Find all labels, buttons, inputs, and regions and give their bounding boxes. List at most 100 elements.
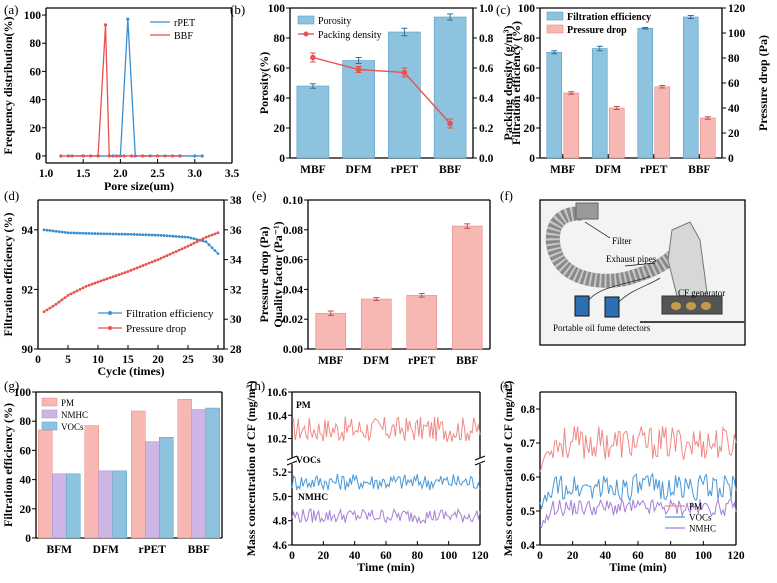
category-label: BBF — [439, 164, 461, 176]
y-tick-label: 0.4 — [479, 93, 494, 105]
pressure-drop-point — [108, 276, 112, 280]
NMHC-bar — [191, 409, 206, 539]
x-tick-label: 40 — [349, 550, 361, 562]
y-tick-label: 0.0 — [479, 153, 494, 165]
pressure-drop-point — [120, 272, 124, 276]
PM-bar — [84, 425, 99, 539]
filtration-efficiency-point — [204, 240, 208, 244]
y-tick-label: 0.8 — [479, 33, 494, 45]
y-tick-label: 60 — [20, 445, 32, 457]
legend-label-porosity: Porosity — [318, 16, 351, 27]
legend-marker-pd — [108, 326, 112, 330]
legend-label-rPET: rPET — [174, 18, 195, 29]
x-tick-label: 20 — [318, 550, 330, 562]
legend-marker-fe — [108, 311, 112, 315]
filtration-efficiency-point — [51, 229, 55, 233]
pressure-drop-point — [45, 308, 49, 312]
y-tick-label: 92 — [22, 284, 34, 296]
filtration-efficiency-point — [42, 228, 46, 232]
filtration-efficiency-bar — [546, 51, 563, 159]
pressure-drop-point — [69, 292, 73, 296]
pressure-drop-point — [168, 252, 172, 256]
pressure-drop-point — [171, 251, 175, 255]
series-BBF-point — [59, 154, 63, 158]
filtration-efficiency-point — [72, 231, 76, 235]
pressure-drop-point — [156, 258, 160, 261]
pressure-drop-point — [123, 271, 127, 274]
filtration-efficiency-point — [195, 238, 199, 241]
y-tick-label: 0 — [279, 153, 285, 165]
y2-axis-title: Packing density (g/m³) — [501, 26, 515, 141]
legend-marker-packing — [303, 31, 309, 37]
y-tick-label: 80 — [728, 53, 740, 65]
annotation-VOCs: VOCs — [296, 456, 321, 466]
x-tick-label: 0 — [537, 550, 543, 562]
PM-line — [291, 416, 481, 443]
panel-label-d: (d) — [4, 188, 19, 203]
pressure-drop-point — [216, 231, 220, 235]
y-tick-label: 0.6 — [479, 63, 494, 75]
annotation-NMHC: NMHC — [298, 493, 328, 503]
category-label: DFM — [595, 164, 621, 176]
pressure-drop-point — [96, 280, 100, 284]
filtration-efficiency-point — [156, 233, 160, 237]
legend-label-packing: Packing density — [318, 30, 382, 41]
filtration-efficiency-point — [126, 232, 130, 236]
quality-factor-bar — [315, 312, 347, 350]
legend-label-pd: Pressure drop — [126, 323, 187, 335]
y2-axis-title: Pressure drop (Pa) — [756, 35, 770, 131]
y-axis-title: Mass concentration of CF (mg/m³) — [244, 381, 258, 557]
x-tick-label: 40 — [600, 550, 612, 562]
pressure-drop-point — [117, 273, 121, 277]
y-tick-label: 10.6 — [267, 387, 287, 399]
y-tick-label: 80 — [20, 416, 32, 428]
y-tick-label: 4.6 — [273, 540, 288, 552]
pressure-drop-point — [204, 235, 208, 239]
VOCs-bar — [159, 437, 174, 539]
filtration-efficiency-point — [114, 232, 118, 236]
series-rPET-point — [126, 17, 130, 21]
VOCs-bar — [112, 470, 127, 539]
y-tick-label: 120 — [728, 3, 746, 15]
packing-density-line — [312, 56, 451, 124]
x-tick-label: 0 — [289, 550, 295, 562]
filtration-efficiency-point — [102, 232, 106, 236]
y-tick-label: 100 — [728, 28, 746, 40]
PM-bar — [38, 429, 53, 539]
legend-label-fe: Filtration efficiency — [567, 12, 651, 23]
x-tick-label: 2.5 — [150, 168, 165, 180]
filtration-efficiency-point — [180, 235, 184, 239]
pressure-drop-point — [78, 288, 82, 291]
y-tick-label: 0.04 — [283, 284, 303, 296]
oil-fume-detector — [604, 296, 620, 318]
y-tick-label: 80 — [30, 38, 42, 50]
quality-factor-bar — [360, 298, 392, 350]
label-exhaust-pipes: Exhaust pipes — [606, 254, 657, 264]
filtration-efficiency-point — [207, 243, 211, 247]
packing-density-point — [310, 54, 316, 61]
y-tick-label: 100 — [268, 3, 286, 15]
pressure-drop-point — [93, 281, 97, 285]
series-BBF-point — [96, 154, 100, 158]
chart-c-filtration: 0 20 40 60 80 100 0 20 40 60 80 100 120 MBF DFM rPET BBF… — [509, 3, 770, 176]
panel-label-i: (i) — [500, 378, 512, 393]
pressure-drop-point — [183, 246, 187, 249]
y-tick-label: 36 — [230, 225, 242, 237]
series-BBF-point — [103, 23, 108, 27]
y-tick-label: 32 — [230, 284, 242, 296]
filtration-efficiency-point — [81, 231, 85, 235]
category-label: DFM — [93, 544, 119, 556]
y-tick-label: 10.4 — [267, 410, 287, 422]
y-tick-label: 5.0 — [273, 491, 288, 503]
category-label: rPET — [408, 355, 436, 367]
generator-bottle — [686, 302, 696, 310]
x-tick-label: 25 — [182, 354, 194, 366]
y-tick-label: 4.8 — [273, 516, 288, 528]
filtration-efficiency-point — [177, 235, 181, 239]
panel-label-e: (e) — [252, 188, 266, 203]
x-tick-label: 100 — [695, 550, 713, 562]
pressure-drop-point — [159, 256, 163, 260]
pressure-drop-point — [153, 259, 157, 263]
x-tick-label: 80 — [665, 550, 677, 562]
